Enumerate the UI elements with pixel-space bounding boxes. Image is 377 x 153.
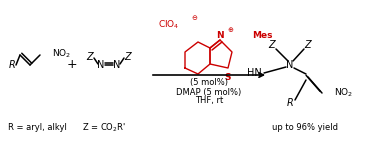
Text: Mes: Mes xyxy=(252,32,273,41)
Text: ⊖: ⊖ xyxy=(191,15,197,21)
Text: S: S xyxy=(225,73,231,82)
Text: N: N xyxy=(97,60,105,70)
Text: HN: HN xyxy=(247,68,262,78)
Text: N: N xyxy=(286,60,294,70)
Text: Z: Z xyxy=(125,52,131,62)
Text: ClO$_4$: ClO$_4$ xyxy=(158,19,180,31)
Text: R = aryl, alkyl: R = aryl, alkyl xyxy=(8,123,67,132)
Text: Z = CO$_2$R': Z = CO$_2$R' xyxy=(82,122,126,134)
Text: Z: Z xyxy=(87,52,93,62)
Text: NO$_2$: NO$_2$ xyxy=(52,48,71,60)
Text: NO$_2$: NO$_2$ xyxy=(334,87,353,99)
Text: +: + xyxy=(67,58,77,71)
Text: N: N xyxy=(113,60,121,70)
Text: R: R xyxy=(9,60,15,70)
Text: Z: Z xyxy=(305,40,311,50)
Text: THF, rt: THF, rt xyxy=(195,97,223,106)
Text: R: R xyxy=(286,98,293,108)
Text: Z: Z xyxy=(269,40,275,50)
Text: N: N xyxy=(216,32,224,41)
Text: DMAP (5 mol%): DMAP (5 mol%) xyxy=(176,88,242,97)
Text: up to 96% yield: up to 96% yield xyxy=(272,123,338,132)
Text: (5 mol%): (5 mol%) xyxy=(190,78,228,88)
Text: ⊕: ⊕ xyxy=(227,27,233,33)
